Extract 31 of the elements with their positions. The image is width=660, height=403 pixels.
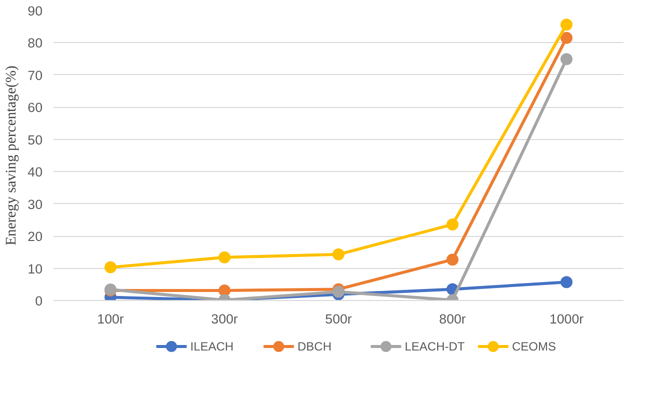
y-tick-label: 80	[28, 36, 43, 51]
legend-label: DBCH	[297, 340, 332, 354]
x-tick-label: 800r	[439, 312, 466, 326]
point	[104, 261, 116, 274]
legend-label: ILEACH	[190, 340, 234, 354]
legend-label: CEOMS	[512, 340, 556, 354]
y-tick-label: 20	[28, 229, 43, 244]
point	[218, 251, 230, 264]
y-tick-label: 0	[35, 294, 43, 308]
y-tick-label: 10	[28, 261, 43, 276]
y-tick-label: 50	[28, 132, 43, 148]
point	[446, 254, 458, 266]
x-tick-label: 1000r	[549, 312, 584, 326]
point	[332, 286, 344, 298]
x-tick-label: 300r	[211, 312, 238, 326]
y-tick-label: 60	[28, 100, 43, 116]
y-tick-label: 70	[28, 68, 43, 83]
x-tick-label: 500r	[325, 312, 352, 326]
legend-label: LEACH-DT	[404, 340, 466, 354]
point	[560, 53, 572, 66]
point	[218, 284, 230, 296]
point	[560, 18, 572, 31]
point	[560, 276, 572, 288]
y-tick-label: 30	[28, 196, 43, 212]
x-tick-label: 100r	[97, 312, 124, 326]
y-axis-title: Eneregy saving percentage(%)	[4, 65, 20, 246]
point	[446, 218, 458, 230]
y-tick-label: 90	[28, 4, 43, 18]
point	[332, 248, 344, 260]
y-tick-label: 40	[28, 164, 43, 180]
point	[560, 32, 572, 44]
